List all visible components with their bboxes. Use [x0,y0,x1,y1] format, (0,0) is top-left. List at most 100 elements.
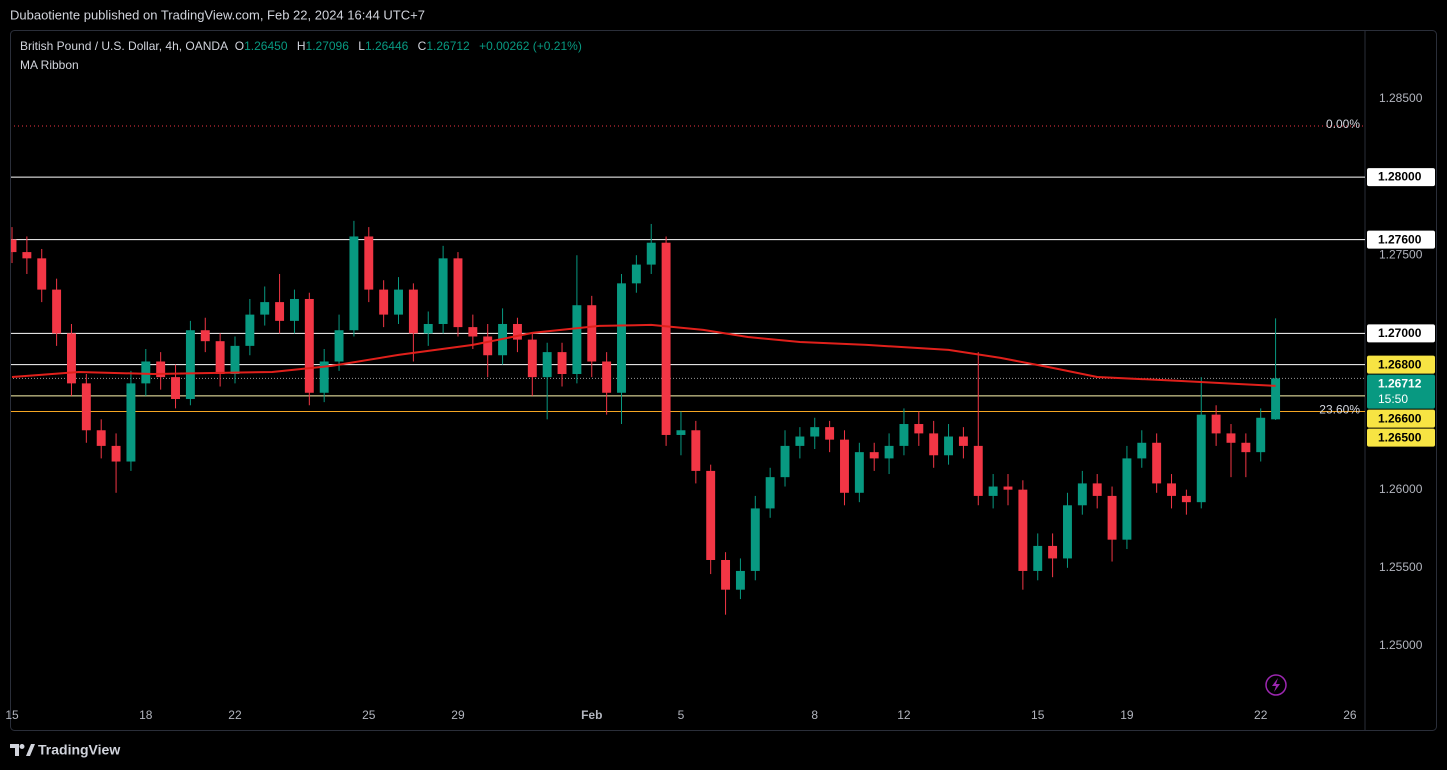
candle-body [1152,442,1162,484]
candle-body [1137,442,1147,459]
x-tick-label: 26 [1343,708,1357,722]
ohlc-key: O [235,39,244,53]
candle-body [141,361,151,384]
candle-body [1122,458,1132,540]
logo-mark [10,744,35,756]
candle-body [260,302,270,315]
candle-body [646,242,656,265]
candle-body [111,445,121,462]
candle-body [319,361,329,393]
candle-body [1063,505,1072,559]
price-badge-label: 1.27000 [1378,326,1422,340]
candle-body [854,452,864,493]
candle-body [364,236,374,290]
ohlc-value: 1.26450 [244,39,288,53]
candle-body [795,436,805,446]
candle-body [1241,442,1251,453]
candle-body [379,289,389,315]
candle-body [676,430,686,435]
candle-body [1181,495,1191,503]
price-badge-label: 1.27600 [1378,232,1422,246]
candle-body [171,377,180,400]
x-tick-label: 5 [678,708,685,722]
candle-body [884,445,894,459]
y-tick-label: 1.28500 [1379,91,1423,105]
candle-body [661,242,671,435]
candle-body [304,298,314,393]
price-badge [1367,355,1435,374]
candle-body [1256,417,1266,453]
x-tick-label: 8 [811,708,818,722]
candle-body [37,258,47,290]
x-tick-label: 15 [5,708,19,722]
fib-label: 0.00% [1326,117,1360,131]
candle-body [1226,433,1236,443]
price-badge [1367,230,1435,249]
brand-logo[interactable]: TradingView [10,742,120,758]
candle-body [914,424,924,434]
candle-body [1003,486,1013,490]
candle-body [973,445,983,496]
candle-body [572,305,582,375]
price-badge-label: 1.28000 [1378,170,1422,184]
x-tick-label: 22 [1254,708,1268,722]
x-tick-label: 19 [1120,708,1134,722]
x-tick-label: 15 [1031,708,1045,722]
candle-body [215,341,225,375]
publish-header: Dubaotiente published on TradingView.com… [10,7,425,22]
candle-body [185,330,195,400]
lightning-icon[interactable] [1265,674,1287,696]
change: +0.00262 (+0.21%) [479,39,582,53]
ohlc-key: L [358,39,365,53]
x-tick-label: 18 [139,708,153,722]
panel-border [10,30,1437,731]
candle-body [765,477,775,509]
candle-body [230,345,240,375]
countdown-label: 15:50 [1378,392,1408,406]
last-price-badge [1367,374,1435,409]
candle-body [394,289,403,315]
candle-body [1077,483,1087,506]
candle-body [453,258,463,328]
legend-symbol: British Pound / U.S. Dollar, 4h, OANDA O… [20,39,582,53]
candle-body [275,302,285,321]
candle-body [438,258,448,324]
candle-body [542,352,552,378]
y-tick-label: 1.26000 [1379,482,1423,496]
candle-body [944,436,953,456]
candle-body [67,333,76,384]
x-tick-label: Feb [581,708,602,722]
candle-body [527,339,537,378]
candle-body [706,470,716,560]
candle-body [126,383,136,462]
price-badge-label: 1.26500 [1378,430,1422,444]
y-tick-label: 1.25500 [1379,560,1423,574]
candle-body [512,323,522,340]
icon-bolt [1272,678,1280,692]
candle-body [245,314,255,346]
price-badge [1367,168,1435,187]
price-badge-label: 1.26800 [1378,357,1422,371]
ma-line [11,323,1276,387]
candle-body [11,239,17,253]
symbol: British Pound / U.S. Dollar, 4h, OANDA [20,39,228,53]
candle-body [617,283,626,393]
candle-body [1033,545,1043,571]
candle-body [334,330,344,362]
candle-body [810,427,820,437]
ohlc-key: H [297,39,306,53]
candle-body [156,361,166,378]
ohlc-value: 1.26712 [426,39,470,53]
candle-body [96,430,106,446]
candle-body [988,486,998,496]
candle-body [483,336,493,356]
candle-body [1107,495,1117,540]
x-tick-label: 22 [228,708,242,722]
candle-body [1048,545,1058,559]
candle-body [869,452,879,459]
candle-body [1211,414,1221,434]
candle-body [750,508,760,571]
